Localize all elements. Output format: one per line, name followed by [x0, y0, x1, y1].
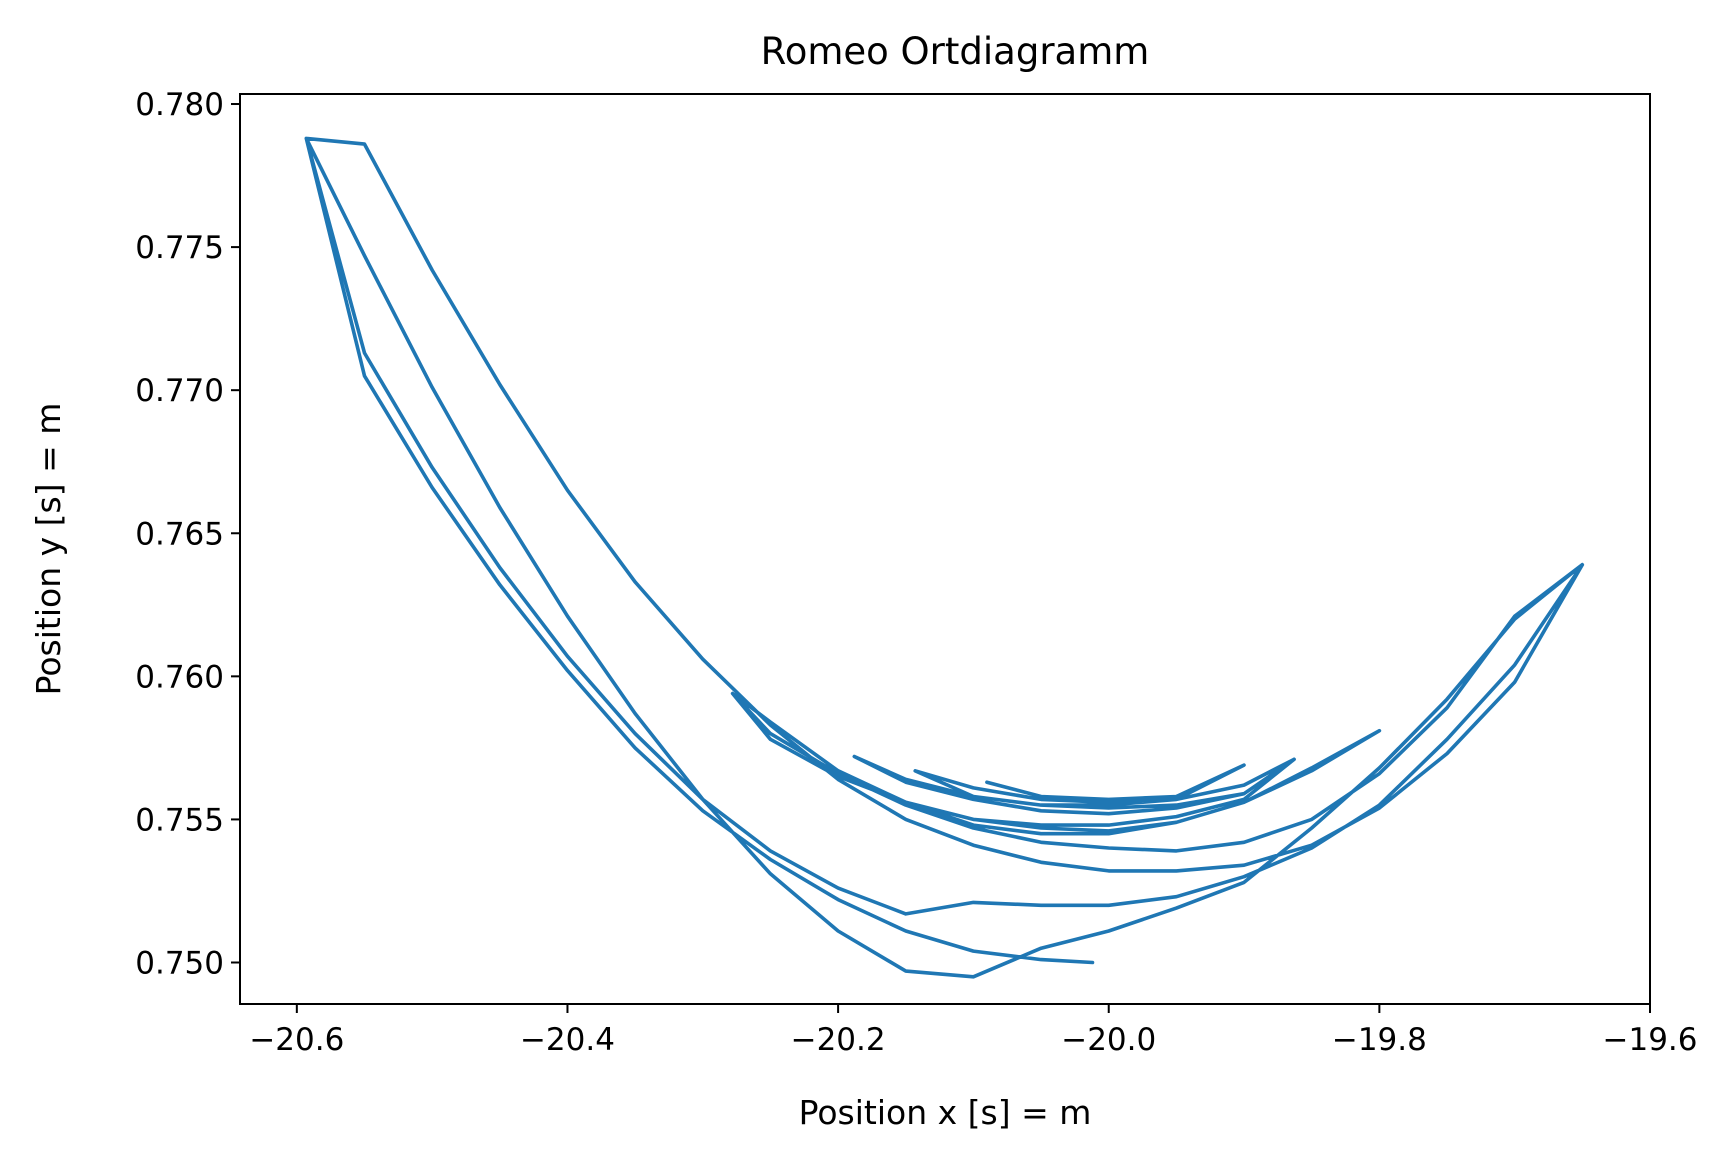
y-tick-label: 0.755: [135, 802, 224, 838]
x-axis: −20.6 −20.4 −20.2 −20.0 −19.8 −19.6: [249, 1004, 1698, 1058]
plot-area: [239, 93, 1651, 1005]
y-tick-label: 0.750: [135, 946, 224, 982]
x-axis-label: Position x [s] = m: [799, 1093, 1092, 1132]
y-axis: 0.750 0.755 0.760 0.765 0.770 0.775 0.780: [135, 87, 240, 982]
chart-title: Romeo Ortdiagramm: [761, 30, 1150, 73]
x-tick-label: −20.6: [249, 1022, 344, 1058]
x-tick-label: −20.4: [520, 1022, 615, 1058]
axes-frame: [239, 93, 1651, 1005]
y-tick-label: 0.760: [135, 659, 224, 695]
y-tick-label: 0.765: [135, 516, 224, 552]
y-axis-label: Position y [s] = m: [29, 403, 68, 696]
series-line-1: [304, 136, 1585, 979]
y-tick-label: 0.770: [135, 373, 224, 409]
x-tick-label: −20.0: [1061, 1022, 1156, 1058]
series-layer: [304, 136, 1585, 979]
y-tick-label: 0.775: [135, 230, 224, 266]
x-tick-label: −19.8: [1332, 1022, 1427, 1058]
y-tick-label: 0.780: [135, 87, 224, 123]
x-tick-label: −19.6: [1603, 1022, 1698, 1058]
x-tick-label: −20.2: [791, 1022, 886, 1058]
